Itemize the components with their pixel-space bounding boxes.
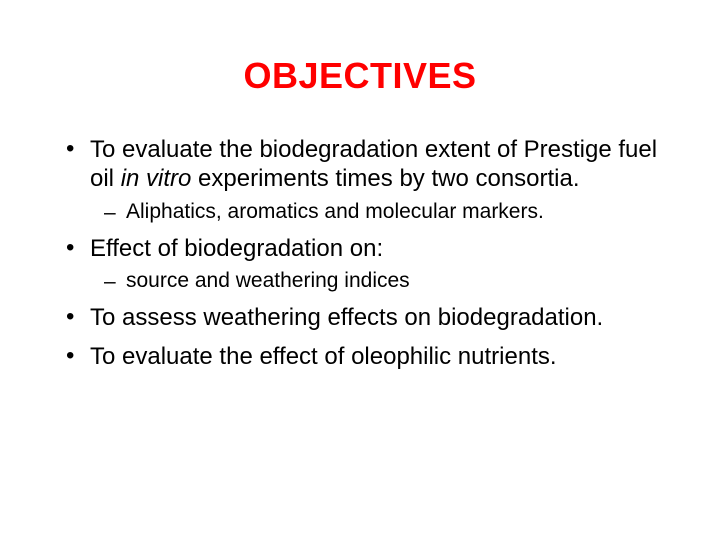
bullet-list: To evaluate the biodegradation extent of… [60,135,660,371]
sub-bullet-list: Aliphatics, aromatics and molecular mark… [90,200,660,224]
slide-title: OBJECTIVES [60,55,660,97]
sub-bullet-item: source and weathering indices [90,269,660,293]
slide-container: OBJECTIVES To evaluate the biodegradatio… [0,0,720,540]
bullet-text: Effect of biodegradation on: [90,234,660,263]
bullet-item: To assess weathering effects on biodegra… [60,303,660,332]
bullet-item: To evaluate the effect of oleophilic nut… [60,342,660,371]
bullet-text: To evaluate the effect of oleophilic nut… [90,342,660,371]
bullet-text: To assess weathering effects on biodegra… [90,303,660,332]
bullet-text: To evaluate the biodegradation extent of… [90,135,660,194]
bullet-item: Effect of biodegradation on: source and w… [60,234,660,293]
bullet-item: To evaluate the biodegradation extent of… [60,135,660,224]
sub-bullet-list: source and weathering indices [90,269,660,293]
sub-bullet-item: Aliphatics, aromatics and molecular mark… [90,200,660,224]
